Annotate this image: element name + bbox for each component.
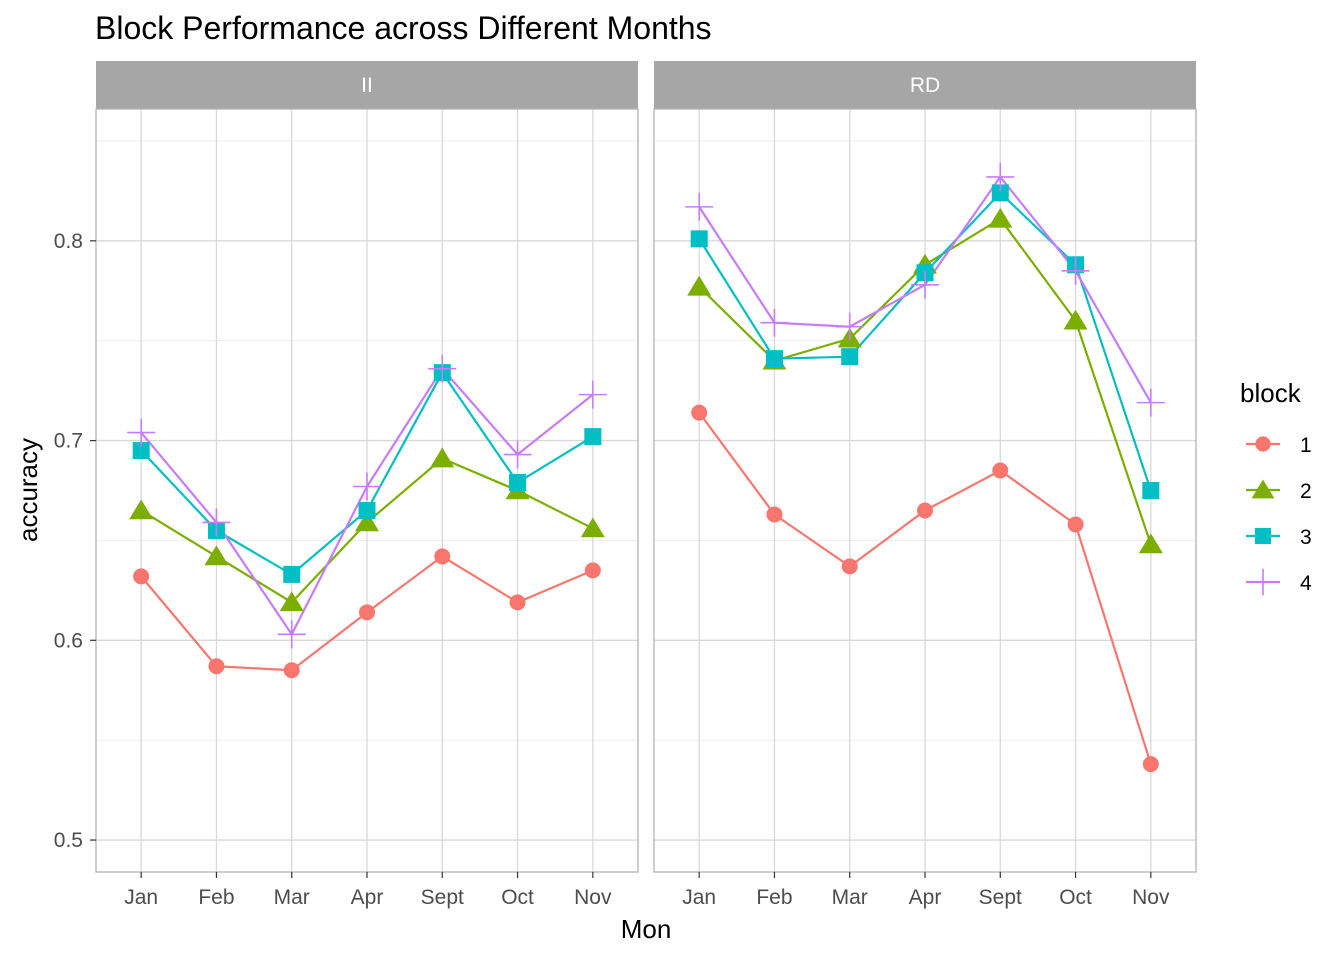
x-tick-label: Sept <box>979 886 1022 909</box>
data-point-series-4 <box>1136 388 1165 417</box>
data-point-series-4 <box>1061 256 1090 285</box>
data-point-series-1 <box>133 568 150 585</box>
data-point-series-4 <box>578 380 607 409</box>
data-point-series-2 <box>430 447 455 468</box>
x-tick-label: Jan <box>682 886 716 909</box>
x-tick-label: Apr <box>909 886 942 909</box>
facet-strip <box>96 61 638 109</box>
data-point-series-2 <box>1063 309 1088 330</box>
data-point-series-3 <box>690 230 708 248</box>
legend-label: 4 <box>1300 572 1312 595</box>
data-point-series-2 <box>687 275 712 296</box>
panel-II: II Jan Feb Mar Apr Sept Oct Nov 0.5 0.6 0.7 0.8 <box>54 61 639 909</box>
x-tick-label: Feb <box>756 886 792 909</box>
data-point-series-4 <box>986 162 1015 191</box>
data-point-series-4 <box>277 620 306 649</box>
y-axis-title: accuracy <box>13 438 43 542</box>
legend-key-marker <box>1254 527 1272 545</box>
data-point-series-3 <box>132 442 150 460</box>
x-tick-label: Oct <box>1059 886 1092 909</box>
data-point-series-1 <box>359 604 375 621</box>
legend-key-marker <box>1251 479 1275 499</box>
x-axis-title: Mon <box>621 914 672 944</box>
x-tick-label: Mar <box>832 886 868 909</box>
data-point-series-2 <box>1138 533 1163 554</box>
legend-title: block <box>1240 378 1302 408</box>
data-point-series-3 <box>509 474 527 492</box>
data-point-series-2 <box>279 591 304 612</box>
data-point-series-1 <box>691 404 708 421</box>
facet-strip-label: RD <box>910 74 940 97</box>
x-tick-label: Feb <box>198 886 234 909</box>
x-tick-label: Jan <box>124 886 158 909</box>
data-point-series-3 <box>584 428 602 446</box>
y-tick-label: 0.6 <box>54 629 83 652</box>
facet-strip <box>654 61 1196 109</box>
data-point-series-1 <box>992 462 1009 479</box>
legend-key-marker <box>1255 436 1271 452</box>
x-tick-label: Apr <box>351 886 384 909</box>
data-point-series-3 <box>841 348 859 366</box>
data-point-series-4 <box>835 312 864 341</box>
data-point-series-1 <box>283 662 300 679</box>
data-point-series-2 <box>204 545 229 566</box>
x-tick-label: Nov <box>1132 886 1170 909</box>
data-point-series-4 <box>202 508 231 537</box>
y-tick-label: 0.8 <box>54 230 83 253</box>
legend-label: 1 <box>1300 434 1312 457</box>
data-point-series-2 <box>580 517 605 538</box>
data-point-series-1 <box>1142 756 1159 773</box>
legend-key-marker <box>1249 568 1277 596</box>
data-point-series-1 <box>766 506 783 523</box>
data-point-series-3 <box>283 565 301 583</box>
data-point-series-2 <box>355 511 379 532</box>
x-tick-label: Nov <box>574 886 612 909</box>
data-point-series-4 <box>353 472 381 501</box>
panels: II Jan Feb Mar Apr Sept Oct Nov 0.5 0.6 0.7 0.8 RD Ja… <box>54 61 1197 909</box>
data-point-series-2 <box>129 499 154 520</box>
data-point-series-1 <box>584 562 601 579</box>
data-point-series-3 <box>991 184 1009 202</box>
data-point-series-4 <box>127 418 156 447</box>
data-point-series-3 <box>765 350 783 368</box>
legend: block 1 2 3 4 <box>1240 378 1312 596</box>
data-point-series-1 <box>917 502 933 519</box>
data-point-series-2 <box>988 207 1013 228</box>
facet-strip-label: II <box>361 74 373 97</box>
data-point-series-4 <box>503 440 532 469</box>
x-tick-label: Oct <box>501 886 534 909</box>
data-point-series-1 <box>509 594 526 611</box>
x-tick-label: Sept <box>421 886 464 909</box>
data-point-series-4 <box>428 354 457 383</box>
y-tick-label: 0.7 <box>54 430 83 453</box>
legend-label: 2 <box>1300 480 1312 503</box>
data-point-series-3 <box>1142 482 1160 499</box>
data-point-series-1 <box>434 548 451 565</box>
x-tick-label: Mar <box>274 886 310 909</box>
data-point-series-1 <box>1067 516 1084 533</box>
data-point-series-1 <box>208 658 225 675</box>
legend-label: 3 <box>1300 526 1312 549</box>
data-point-series-1 <box>841 558 858 575</box>
chart-title: Block Performance across Different Month… <box>95 10 712 46</box>
data-point-series-4 <box>760 308 789 337</box>
data-point-series-4 <box>685 192 714 221</box>
data-point-series-3 <box>358 501 376 519</box>
y-tick-label: 0.5 <box>54 829 83 852</box>
data-point-series-4 <box>911 270 939 299</box>
panel-RD: RD Jan Feb Mar Apr Sept Oct Nov <box>653 61 1197 909</box>
